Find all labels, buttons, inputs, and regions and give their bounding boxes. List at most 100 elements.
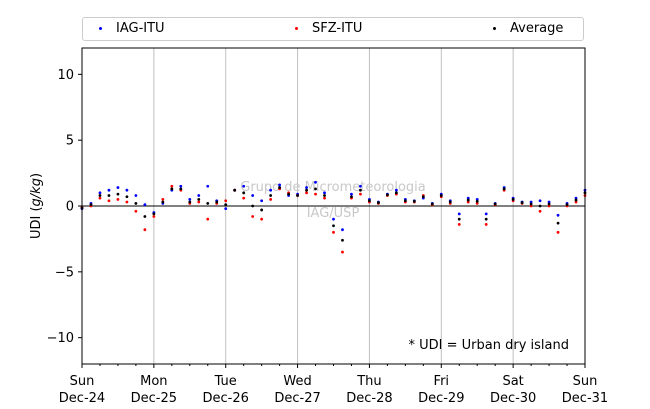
point-average — [233, 188, 237, 192]
point-iag-itu — [251, 194, 255, 197]
legend-marker-average — [493, 27, 496, 30]
point-iag-itu — [547, 200, 551, 204]
point-average — [368, 199, 371, 203]
y-axis-label: UDI (g/kg) — [29, 173, 44, 239]
point-sfz-itu — [134, 209, 138, 213]
point-iag-itu — [305, 186, 308, 189]
point-iag-itu — [538, 199, 542, 203]
axis-ticks: Sun Dec-24 Mon Dec-25 Tue Dec-26 Wed Dec-27 Thu D… — [47, 68, 609, 406]
point-sfz-itu — [161, 198, 165, 201]
point-average — [188, 200, 192, 204]
point-sfz-itu — [547, 204, 551, 208]
point-iag-itu — [574, 196, 578, 200]
point-iag-itu — [394, 188, 398, 192]
point-average — [556, 221, 560, 225]
point-average — [385, 193, 389, 197]
y-axis-label-open-paren: ( — [29, 206, 44, 211]
point-sfz-itu — [125, 200, 129, 204]
legend-marker-iag-itu — [99, 27, 102, 30]
point-iag-itu — [242, 184, 246, 188]
point-average — [242, 191, 246, 195]
legend: IAG-ITU SFZ-ITU Average — [82, 17, 584, 41]
point-iag-itu — [188, 198, 192, 201]
point-sfz-itu — [475, 201, 479, 205]
point-iag-itu — [107, 188, 111, 192]
point-average — [224, 203, 228, 207]
point-iag-itu — [350, 192, 353, 196]
point-average — [125, 195, 129, 199]
point-average — [179, 187, 183, 191]
point-sfz-itu — [116, 198, 120, 201]
point-iag-itu — [98, 191, 102, 195]
x-tick-label-date: Dec-31 — [562, 391, 608, 406]
point-sfz-itu — [260, 217, 264, 221]
point-average — [296, 194, 299, 197]
point-average — [323, 194, 326, 197]
point-sfz-itu — [332, 230, 335, 234]
point-average — [520, 201, 524, 205]
y-tick-label: 10 — [57, 68, 74, 83]
point-iag-itu — [341, 228, 344, 232]
point-average — [484, 217, 488, 221]
x-tick-label-date: Dec-24 — [59, 391, 105, 406]
point-average — [287, 192, 290, 196]
point-iag-itu — [466, 196, 470, 200]
x-tick-label-date: Dec-25 — [131, 391, 177, 406]
y-tick-label: −10 — [47, 331, 74, 346]
point-average — [430, 202, 434, 206]
point-average — [439, 194, 443, 197]
x-tick-label-date: Dec-26 — [203, 391, 249, 406]
point-sfz-itu — [359, 192, 362, 196]
point-average — [359, 188, 362, 192]
point-iag-itu — [475, 198, 479, 201]
point-iag-itu — [278, 183, 282, 187]
point-average — [412, 199, 416, 203]
point-average — [98, 194, 102, 197]
point-sfz-itu — [466, 200, 470, 204]
point-iag-itu — [125, 188, 129, 192]
x-tick-label-date: Dec-28 — [346, 391, 392, 406]
legend-item-average: Average — [493, 21, 563, 36]
point-iag-itu — [359, 184, 362, 188]
point-average — [377, 201, 380, 205]
x-tick-label-day: Wed — [283, 374, 311, 389]
point-iag-itu — [206, 184, 210, 188]
point-sfz-itu — [538, 209, 542, 213]
point-sfz-itu — [206, 217, 210, 221]
point-average — [574, 198, 578, 202]
x-tick-label-day: Sat — [502, 374, 523, 389]
y-axis-label-close-paren: ) — [29, 173, 44, 178]
point-sfz-itu — [314, 192, 317, 196]
point-iag-itu — [269, 188, 273, 192]
point-sfz-itu — [197, 200, 201, 204]
point-average — [466, 198, 470, 202]
point-average — [197, 198, 201, 201]
point-sfz-itu — [305, 191, 308, 195]
point-average — [314, 187, 317, 191]
point-sfz-itu — [269, 198, 273, 201]
x-tick-label-day: Sun — [70, 374, 95, 389]
udi-annotation: * UDI = Urban dry island — [409, 338, 569, 353]
point-average — [170, 187, 174, 191]
watermark-line-1: Grupo de Micrometeorologia — [240, 180, 426, 195]
point-iag-itu — [179, 184, 183, 188]
legend-marker-sfz-itu — [295, 27, 298, 30]
point-average — [107, 194, 111, 197]
y-tick-label: 5 — [66, 134, 74, 149]
x-tick-label-day: Thu — [356, 374, 381, 389]
point-average — [89, 203, 93, 207]
legend-item-sfz-itu: SFZ-ITU — [295, 21, 362, 36]
point-average — [350, 195, 353, 199]
point-sfz-itu — [107, 199, 111, 203]
y-tick-label: 0 — [66, 200, 74, 215]
y-tick-label: −5 — [55, 265, 74, 280]
legend-label-sfz-itu: SFZ-ITU — [312, 21, 363, 36]
point-average — [215, 200, 219, 204]
point-sfz-itu — [242, 196, 246, 200]
legend-label-iag-itu: IAG-ITU — [116, 21, 165, 36]
point-average — [161, 200, 165, 204]
point-iag-itu — [484, 212, 488, 216]
point-sfz-itu — [556, 230, 560, 234]
point-iag-itu — [556, 213, 560, 217]
